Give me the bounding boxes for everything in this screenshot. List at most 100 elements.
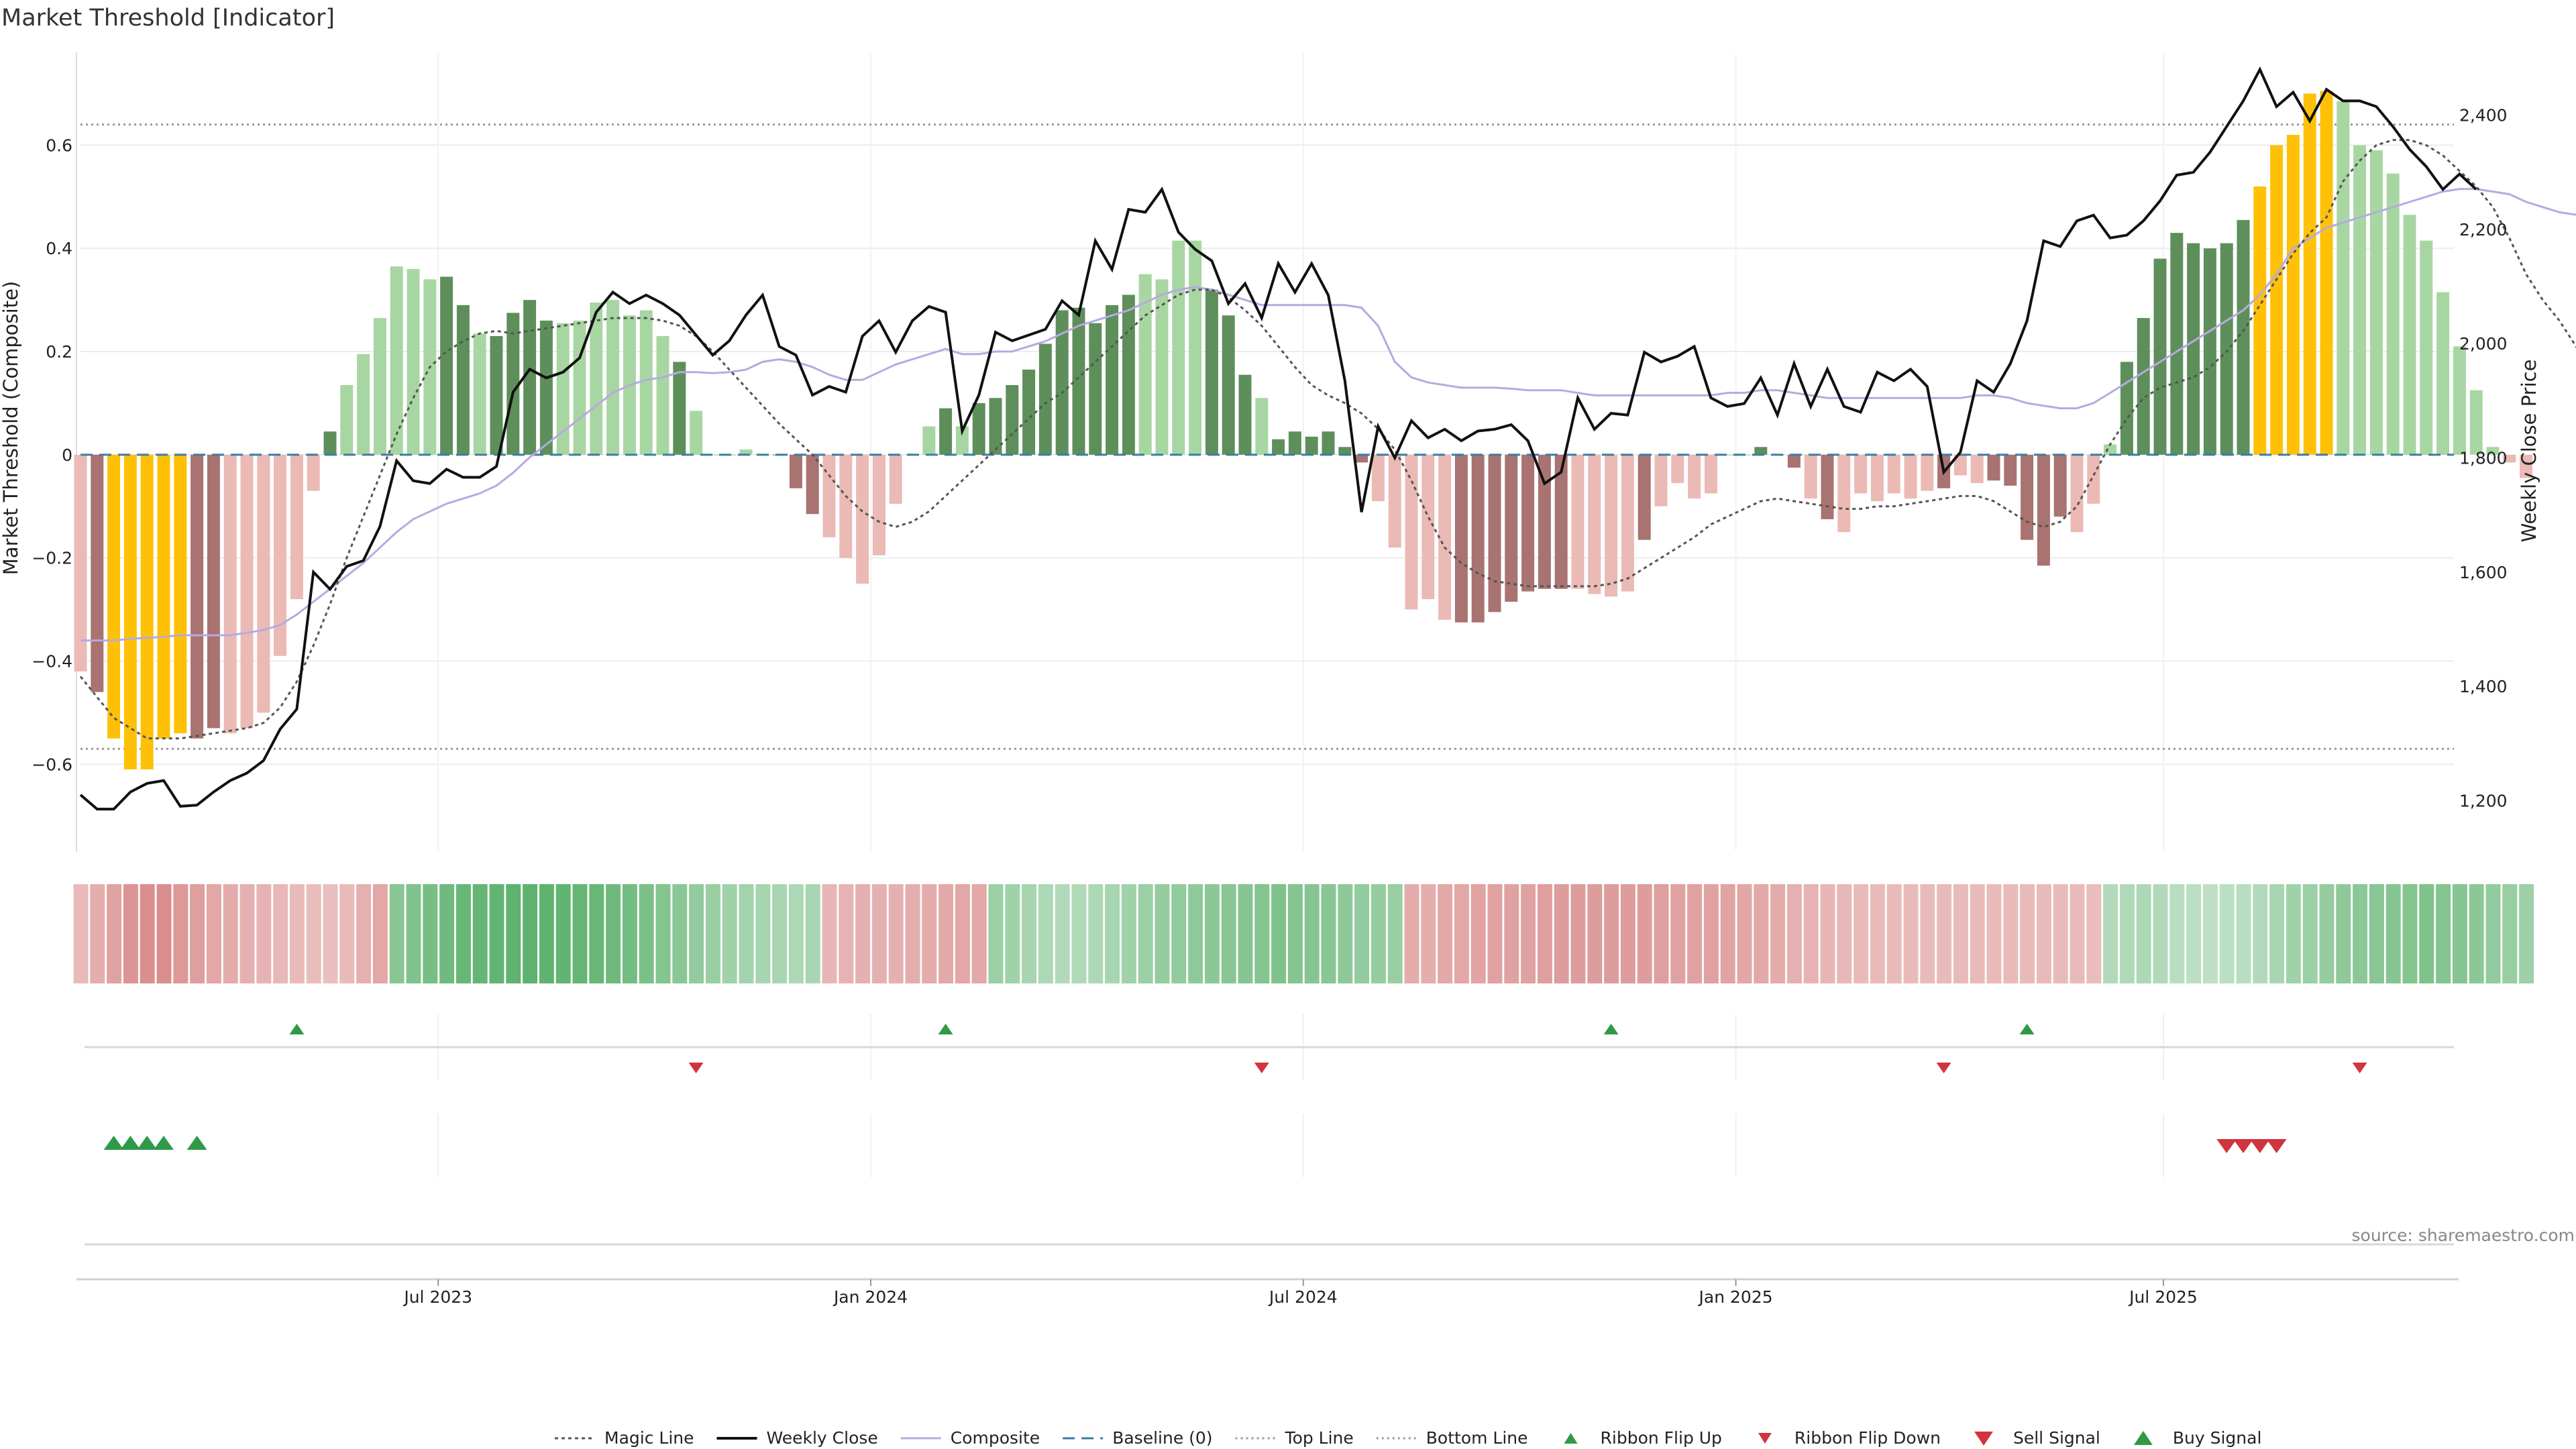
ribbon-cell: [1920, 884, 1935, 983]
composite-bar: [456, 305, 470, 455]
ribbon-cell: [722, 884, 737, 983]
ribbon-cell: [1304, 884, 1320, 983]
composite-bar: [1155, 279, 1169, 455]
composite-bar: [2053, 454, 2067, 517]
ribbon-cell: [1421, 884, 1436, 983]
ribbon-cell: [871, 884, 887, 983]
sell-signal-marker: [2266, 1139, 2287, 1153]
composite-bar: [2436, 292, 2450, 455]
composite-bar: [1355, 454, 1368, 463]
legend-item-bottom: Bottom Line: [1376, 1428, 1528, 1448]
legend-label: Magic Line: [604, 1428, 694, 1448]
ribbon-cell: [822, 884, 837, 983]
composite-bar: [1654, 454, 1668, 506]
composite-bar: [440, 276, 453, 455]
ribbon-cell: [672, 884, 688, 983]
ribbon-cell: [506, 884, 521, 983]
composite-bar: [2253, 186, 2267, 455]
ribbon-cell: [1221, 884, 1236, 983]
composite-bar: [955, 426, 969, 455]
ribbon-cell: [1188, 884, 1203, 983]
ribbon-cell: [2202, 884, 2218, 983]
composite-bar: [556, 323, 570, 455]
ribbon-cell: [1204, 884, 1220, 983]
composite-bar: [473, 333, 486, 455]
composite-bar: [140, 454, 154, 769]
ribbon-cell: [273, 884, 288, 983]
composite-bar: [2286, 135, 2300, 455]
ribbon-cell: [206, 884, 221, 983]
right-y-axis-label: Weekly Close Price: [2518, 360, 2540, 543]
composite-bar: [2503, 454, 2516, 463]
right-tick-label: 2,400: [2459, 106, 2508, 125]
composite-bar: [506, 313, 520, 455]
ribbon-cell: [1438, 884, 1453, 983]
composite-bar: [1638, 454, 1651, 540]
ribbon-cell: [2219, 884, 2235, 983]
ribbon-cell: [523, 884, 538, 983]
composite-bar: [1488, 454, 1501, 612]
ribbon-cell: [372, 884, 388, 983]
ribbon-cell: [1321, 884, 1336, 983]
legend-label: Weekly Close: [766, 1428, 877, 1448]
composite-bar: [1804, 454, 1817, 499]
x-axis: Jul 2023 Jan 2024 Jul 2024 Jan 2025 Jul 2025: [76, 1278, 2459, 1307]
composite-bar: [1322, 431, 1335, 455]
ribbon-cell: [1886, 884, 1902, 983]
composite-bar: [1970, 454, 1984, 484]
composite-bar: [690, 411, 703, 455]
legend-swatch: [2133, 1431, 2153, 1445]
composite-bar: [2070, 454, 2084, 533]
composite-bar: [2337, 101, 2350, 455]
ribbon-cell: [1837, 884, 1852, 983]
signal-panel: [85, 1114, 2454, 1246]
composite-bar: [789, 454, 802, 488]
composite-bar: [822, 454, 836, 537]
composite-bar: [1688, 454, 1701, 499]
legend-label: Composite: [951, 1428, 1040, 1448]
ribbon-cell: [2502, 884, 2518, 983]
ribbon-cell: [2103, 884, 2118, 983]
ribbon-cell: [839, 884, 854, 983]
series-lines: [79, 66, 2576, 811]
composite-bar: [174, 454, 187, 734]
ribbon-cell: [2469, 884, 2484, 983]
ribbon-cell: [922, 884, 937, 983]
ribbon-cell: [1970, 884, 1985, 983]
composite-bar: [2320, 91, 2333, 455]
magic-line: [79, 139, 2576, 740]
ribbon-cell: [655, 884, 671, 983]
ribbon-cell: [2153, 884, 2168, 983]
composite-bar: [1521, 454, 1535, 592]
composite-bar: [2420, 240, 2433, 455]
ribbon-cell: [539, 884, 554, 983]
composite-bar: [1887, 454, 1900, 494]
composite-bar: [2403, 215, 2416, 455]
sell-signal-marker: [2249, 1139, 2270, 1153]
ribbon-cell: [755, 884, 771, 983]
legend-item-baseline: Baseline (0): [1063, 1428, 1213, 1448]
ribbon-cell: [555, 884, 571, 983]
composite-bar: [2486, 447, 2500, 455]
left-tick-label: 0.4: [46, 239, 72, 258]
ribbon-cell: [772, 884, 788, 983]
composite-bar: [523, 300, 537, 455]
ribbon-cell: [1271, 884, 1287, 983]
weekly-close-line: [79, 66, 2477, 811]
composite-bar: [889, 454, 902, 504]
ribbon-cell: [1055, 884, 1070, 983]
ribbon-cell: [971, 884, 987, 983]
composite-bar: [123, 454, 137, 769]
composite-bar: [2386, 173, 2400, 455]
right-tick-label: 2,000: [2459, 334, 2508, 354]
composite-bar: [656, 335, 669, 455]
composite-bar: [1953, 454, 1967, 476]
left-y-axis-label: Market Threshold (Composite): [0, 281, 22, 575]
left-tick-label: 0: [62, 445, 72, 465]
ribbon-cell: [107, 884, 122, 983]
ribbon-cell: [1670, 884, 1686, 983]
ribbon-cell: [639, 884, 654, 983]
sell-signal-marker: [2216, 1139, 2237, 1153]
composite-bar: [2170, 233, 2184, 455]
ribbon-cell: [1287, 884, 1303, 983]
